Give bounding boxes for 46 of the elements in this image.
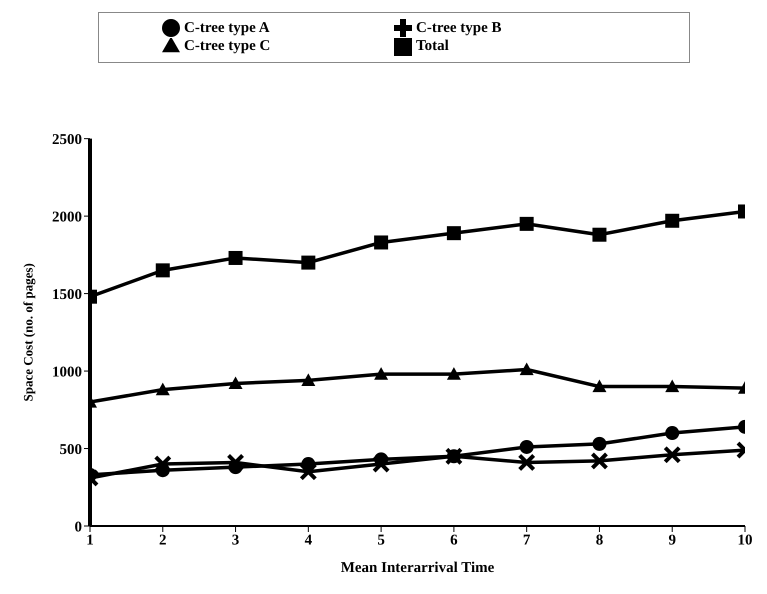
point (665, 426, 680, 440)
point (374, 367, 388, 380)
point (446, 367, 461, 380)
x-tick-label: 8 (596, 532, 604, 549)
x-tick-label: 6 (450, 532, 458, 549)
y-tick-label: 1000 (52, 364, 82, 380)
point (156, 263, 170, 278)
point (228, 250, 243, 265)
x-tick-label: 2 (159, 532, 167, 549)
legend-label: C-tree type B (416, 20, 503, 37)
point (592, 228, 606, 242)
x-tick-label: 1 (86, 532, 94, 549)
point (520, 440, 534, 454)
y-tick-label: 2500 (52, 132, 82, 148)
point (372, 455, 390, 474)
x-tick-label: 7 (522, 532, 531, 549)
x-tick-label: 10 (738, 532, 752, 549)
x-axis-title: Mean Interarrival Time (340, 560, 495, 576)
y-tick-label: 2000 (52, 209, 82, 226)
point (301, 373, 316, 386)
x-tick-label: 3 (232, 532, 240, 549)
point (663, 446, 682, 464)
y-tick-label: 0 (74, 519, 82, 536)
x-tick-label: 5 (377, 532, 385, 549)
legend-label: Total (416, 38, 450, 56)
point (520, 216, 534, 231)
point (592, 436, 606, 451)
point (156, 382, 170, 396)
point (665, 214, 680, 228)
point (590, 452, 608, 470)
y-axis-title: Space Cost (no. of pages) (20, 263, 36, 402)
point (226, 453, 245, 472)
point (228, 376, 243, 390)
point (446, 226, 461, 240)
x-tick-label: 4 (304, 532, 313, 549)
point (301, 256, 316, 270)
point (520, 362, 534, 376)
point (665, 380, 680, 392)
point (518, 453, 536, 472)
y-tick-label: 1500 (52, 286, 82, 303)
x-tick-label: 9 (668, 532, 676, 549)
legend-label: C-tree type A (184, 20, 271, 37)
y-tick-label: 500 (60, 442, 82, 458)
point (374, 235, 388, 250)
legend-label: C-tree type C (184, 38, 272, 56)
point (592, 380, 606, 392)
